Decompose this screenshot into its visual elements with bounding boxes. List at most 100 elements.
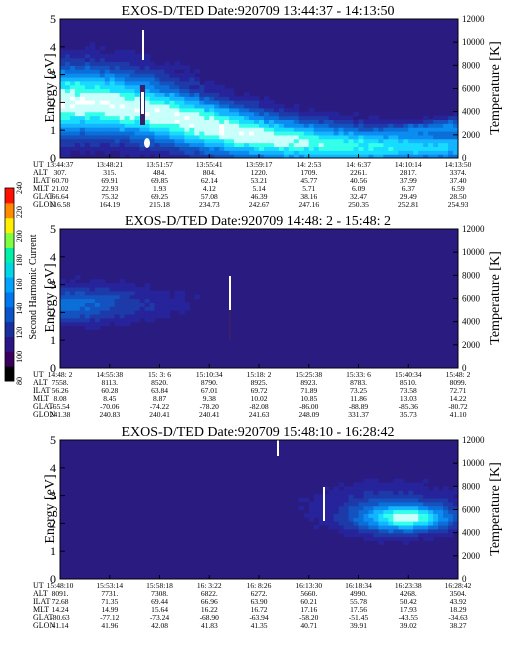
orbit-row-label: UT (33, 370, 44, 379)
spectrogram-cell (199, 115, 205, 120)
spectrogram-cell (428, 134, 434, 140)
spectrogram-cell (438, 154, 444, 158)
spectrogram-cell (358, 509, 365, 514)
spectrogram-cell (104, 286, 111, 292)
spectrogram-cell (60, 92, 66, 97)
spectrogram-cell (383, 146, 389, 151)
spectrogram-cell (328, 150, 335, 155)
spectrogram-cell (278, 142, 285, 148)
spectrogram-cell (149, 298, 156, 303)
spectrogram-cell (114, 73, 121, 78)
spectrogram-cell (393, 536, 399, 541)
spectrogram-cell (234, 115, 240, 120)
spectrogram-cell (448, 127, 454, 132)
spectrogram-cell (109, 134, 116, 140)
spectrogram-cell (443, 154, 449, 158)
spectrogram-cell (373, 501, 379, 507)
spectrogram-cell (383, 154, 389, 158)
spectrogram-cell (448, 497, 454, 503)
spectrogram-cell (268, 123, 275, 128)
spectrogram-cell (89, 88, 96, 93)
spectrogram-cell (89, 96, 96, 101)
spectrogram-cell (428, 509, 434, 514)
orbit-value: 4990. (350, 589, 367, 598)
spectrogram-cell (368, 146, 375, 151)
orbit-value: 73.25 (350, 386, 367, 395)
spectrogram-cell (343, 509, 350, 514)
colorbar-tick-label: 160 (15, 279, 24, 291)
spectrogram-cell (388, 138, 394, 144)
spectrogram-cell (74, 76, 81, 82)
orbit-value: 9.38 (203, 394, 216, 403)
spectrogram-cell (94, 100, 101, 105)
spectrogram-cell (159, 123, 166, 128)
spectrogram-cell (124, 111, 131, 117)
spectrogram-cell (348, 532, 355, 538)
spectrogram-cell (134, 150, 141, 155)
spectrogram-cell (303, 138, 310, 144)
spectrogram-cell (293, 111, 300, 117)
spectrogram-cell (194, 88, 200, 93)
spectrogram-cell (194, 134, 200, 140)
spectrogram-cell (353, 150, 360, 155)
spectrogram-cell (109, 92, 116, 97)
y-tick-label: 4 (50, 461, 56, 475)
orbit-value: -82.08 (249, 402, 269, 411)
spectrogram-cell (318, 146, 325, 151)
spectrogram-cell (308, 134, 315, 140)
spectrogram-cell (99, 290, 106, 296)
spectrogram-cell (179, 150, 185, 155)
spectrogram-cell (393, 119, 399, 124)
spectrogram-cell (74, 88, 81, 93)
y-axis-label: Energy [eV] (43, 474, 58, 543)
spectrogram-cell (413, 517, 419, 522)
spectrogram-cell (338, 524, 345, 530)
spectrogram-cell (69, 310, 76, 315)
spectrogram-cell (333, 154, 340, 158)
orbit-value: 16:28:42 (445, 581, 472, 590)
spectrogram-cell (443, 497, 449, 503)
spectrogram-cell (244, 146, 250, 151)
spectrogram-cell (174, 111, 180, 117)
spectrogram-cell (134, 146, 141, 151)
orbit-value: -63.94 (249, 613, 269, 622)
spectrogram-cell (99, 123, 106, 128)
spectrogram-cell (144, 150, 151, 155)
y2-tick-label: 2000 (462, 130, 481, 140)
spectrogram-cell (378, 482, 384, 487)
spectrogram-cell (84, 76, 91, 82)
spectrogram-cell (303, 130, 310, 136)
spectrogram-cell (119, 57, 126, 63)
spectrogram-cell (433, 134, 439, 140)
spectrogram-cell (348, 521, 355, 526)
spectrogram-cell (144, 107, 151, 113)
spectrogram-cell (448, 505, 454, 511)
spectrogram-cell (79, 123, 86, 128)
spectrogram-cell (244, 115, 250, 120)
spectrogram-cell (104, 298, 111, 303)
spectrogram-cell (308, 150, 315, 155)
colorbar-tick-label: 120 (15, 327, 24, 339)
orbit-value: 10.85 (300, 394, 317, 403)
orbit-value: -51.45 (349, 613, 369, 622)
spectrogram-cell (124, 88, 131, 93)
spectrogram-cell (278, 119, 285, 124)
spectrogram-cell (348, 138, 355, 144)
spectrogram-cell (144, 76, 151, 82)
spectrogram-cell (453, 505, 458, 511)
spectrogram-cell (303, 123, 310, 128)
spectrogram-cell (69, 115, 76, 120)
y2-tick-label: 8000 (462, 481, 481, 491)
spectrogram-cell (169, 88, 176, 93)
spectrogram-cell (94, 325, 101, 330)
spectrogram-cell (154, 100, 161, 105)
orbit-value: -74.22 (150, 402, 170, 411)
spectrogram-cell (84, 138, 91, 144)
spectrogram-cell (184, 69, 190, 74)
spectrogram-cell (433, 521, 439, 526)
spectrogram-cell (169, 134, 176, 140)
spectrogram-cell (353, 486, 360, 491)
spectrogram-cell (94, 127, 101, 132)
spectrogram-cell (164, 310, 171, 315)
spectrogram-cell (84, 65, 91, 70)
